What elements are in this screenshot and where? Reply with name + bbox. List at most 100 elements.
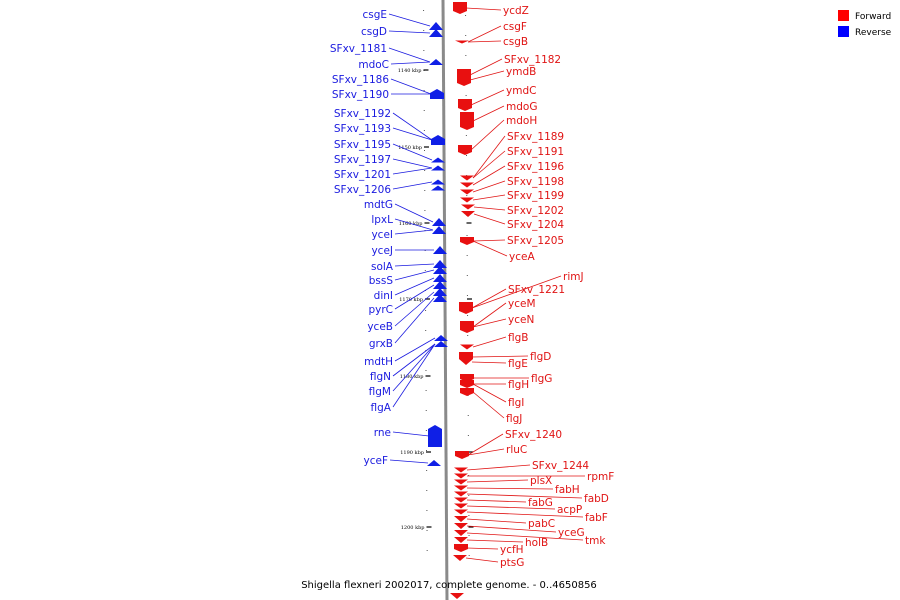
reverse-gene-label: pyrC <box>368 304 393 316</box>
reverse-gene-feature <box>434 335 448 341</box>
position-dot <box>465 135 467 136</box>
position-dot <box>468 535 470 536</box>
forward-gene-label: SFxv_1182 <box>504 54 561 66</box>
reverse-gene-label: yceI <box>371 229 393 241</box>
forward-label-leader <box>467 25 502 43</box>
forward-gene-label: holB <box>525 537 548 549</box>
forward-gene-label: ycdZ <box>503 5 529 17</box>
reverse-label-leader <box>392 343 436 392</box>
forward-gene-feature <box>454 537 468 543</box>
position-dot <box>467 315 469 316</box>
position-dot <box>423 30 425 31</box>
position-dot <box>426 510 428 511</box>
reverse-label-leader <box>394 277 435 296</box>
position-dot <box>424 190 426 191</box>
legend-reverse-swatch <box>838 26 849 37</box>
forward-gene-feature <box>457 74 471 86</box>
reverse-gene-label: SFxv_1195 <box>334 139 391 151</box>
forward-label-leader <box>472 302 507 328</box>
position-dot <box>467 435 469 436</box>
reverse-gene-label: SFxv_1181 <box>330 43 387 55</box>
forward-gene-label: plsX <box>530 475 552 487</box>
forward-gene-feature <box>454 485 468 491</box>
reverse-gene-label: mdtH <box>364 356 393 368</box>
reverse-gene-label: rne <box>374 427 391 439</box>
forward-gene-label: flgE <box>508 358 528 370</box>
forward-label-leader <box>472 383 507 403</box>
reverse-label-leader <box>388 47 431 63</box>
forward-gene-label: rluC <box>506 444 527 456</box>
reverse-gene-feature <box>431 165 445 171</box>
forward-gene-label: flgB <box>508 332 528 344</box>
forward-gene-label: ymdB <box>506 66 536 78</box>
forward-gene-label: acpP <box>557 504 582 516</box>
position-dot <box>426 470 428 471</box>
forward-gene-feature <box>460 189 474 195</box>
reverse-gene-label: bssS <box>369 275 394 287</box>
forward-gene-feature <box>453 2 467 14</box>
reverse-gene-label: solA <box>371 261 394 273</box>
forward-gene-feature <box>458 99 472 111</box>
position-dot <box>466 255 468 256</box>
scale-tick-label: 1200 kbp <box>401 525 425 531</box>
reverse-label-leader <box>392 167 433 175</box>
reverse-gene-label: lpxL <box>371 214 393 226</box>
forward-gene-label: tmk <box>585 535 606 547</box>
reverse-label-leader <box>394 337 436 362</box>
reverse-gene-label: flgA <box>371 402 392 414</box>
position-dot <box>425 410 427 411</box>
position-dot <box>423 10 425 11</box>
forward-gene-feature <box>454 491 468 497</box>
forward-label-leader <box>465 7 502 11</box>
forward-gene-label: flgD <box>530 351 551 363</box>
forward-label-leader <box>466 539 524 543</box>
reverse-gene-feature <box>432 226 446 234</box>
forward-gene-feature <box>459 359 473 365</box>
forward-gene-feature <box>455 40 469 44</box>
forward-label-leader <box>472 165 506 186</box>
reverse-gene-label: grxB <box>369 338 393 350</box>
reverse-label-leader <box>392 343 436 408</box>
reverse-label-leader <box>392 343 436 377</box>
reverse-gene-label: csgE <box>362 9 387 21</box>
forward-label-leader <box>473 206 506 211</box>
forward-gene-feature <box>454 509 468 515</box>
position-dot <box>425 310 427 311</box>
reverse-gene-label: SFxv_1197 <box>334 154 391 166</box>
reverse-gene-feature <box>433 246 447 254</box>
forward-gene-feature <box>460 388 474 396</box>
scale-tick-label: 1170 kbp <box>399 297 423 303</box>
forward-gene-label: csgB <box>503 36 528 48</box>
legend-forward-label: Forward <box>855 12 891 22</box>
forward-label-leader <box>472 391 505 419</box>
forward-label-leader <box>465 557 499 563</box>
reverse-gene-feature <box>431 157 445 163</box>
reverse-label-leader <box>388 13 431 27</box>
forward-gene-feature <box>461 204 475 210</box>
forward-gene-feature <box>453 555 467 561</box>
reverse-gene-label: yceF <box>364 455 389 467</box>
position-dot <box>423 110 425 111</box>
reverse-gene-feature <box>431 185 445 191</box>
legend: Forward Reverse <box>838 10 892 38</box>
forward-gene-label: yceA <box>509 251 535 263</box>
reverse-label-leader <box>394 269 435 281</box>
forward-label-leader <box>469 70 505 81</box>
position-dot <box>468 475 470 476</box>
reverse-label-leader <box>392 112 433 141</box>
reverse-label-leader <box>394 297 435 344</box>
gene-features <box>427 2 475 599</box>
forward-label-leader <box>466 464 531 471</box>
forward-gene-feature <box>454 473 468 479</box>
scale-tick-label: 1190 kbp <box>400 450 424 456</box>
position-dot <box>468 515 470 516</box>
forward-label-leader <box>470 119 505 151</box>
position-dot <box>426 490 428 491</box>
scale-tick-label: 1180 kbp <box>400 374 424 380</box>
reverse-gene-feature <box>431 135 445 145</box>
position-dot <box>424 250 426 251</box>
reverse-gene-feature <box>433 260 447 268</box>
scale-ticks: 1140 kbp 1150 kbp 1160 kbp 1170 kbp 1180 kbp… <box>398 68 474 531</box>
forward-label-leader <box>471 288 507 309</box>
